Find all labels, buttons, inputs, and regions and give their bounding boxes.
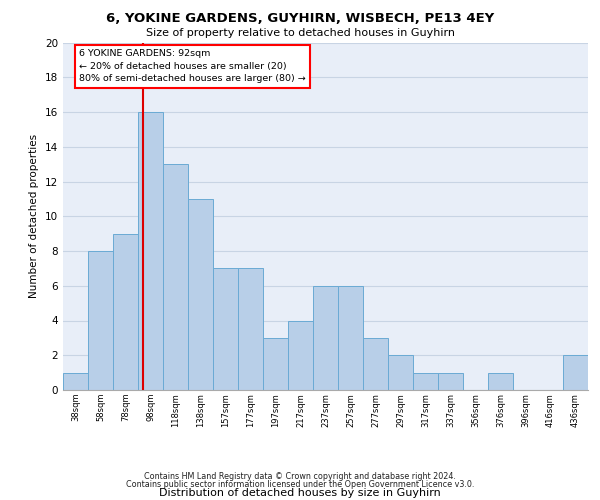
- Bar: [563, 355, 588, 390]
- Bar: [488, 372, 513, 390]
- Bar: [63, 372, 88, 390]
- Bar: [438, 372, 463, 390]
- Bar: [263, 338, 288, 390]
- Text: Size of property relative to detached houses in Guyhirn: Size of property relative to detached ho…: [146, 28, 455, 38]
- Bar: [88, 251, 113, 390]
- Bar: [338, 286, 363, 390]
- Text: Contains public sector information licensed under the Open Government Licence v3: Contains public sector information licen…: [126, 480, 474, 489]
- Y-axis label: Number of detached properties: Number of detached properties: [29, 134, 40, 298]
- Bar: [163, 164, 188, 390]
- Bar: [313, 286, 338, 390]
- Text: Contains HM Land Registry data © Crown copyright and database right 2024.: Contains HM Land Registry data © Crown c…: [144, 472, 456, 481]
- Text: 6, YOKINE GARDENS, GUYHIRN, WISBECH, PE13 4EY: 6, YOKINE GARDENS, GUYHIRN, WISBECH, PE1…: [106, 12, 494, 26]
- Bar: [288, 320, 313, 390]
- Bar: [138, 112, 163, 390]
- Bar: [238, 268, 263, 390]
- Bar: [213, 268, 238, 390]
- Text: 6 YOKINE GARDENS: 92sqm
← 20% of detached houses are smaller (20)
80% of semi-de: 6 YOKINE GARDENS: 92sqm ← 20% of detache…: [79, 50, 306, 84]
- Bar: [388, 355, 413, 390]
- Bar: [113, 234, 138, 390]
- Bar: [413, 372, 438, 390]
- Text: Distribution of detached houses by size in Guyhirn: Distribution of detached houses by size …: [159, 488, 441, 498]
- Bar: [188, 199, 213, 390]
- Bar: [363, 338, 388, 390]
